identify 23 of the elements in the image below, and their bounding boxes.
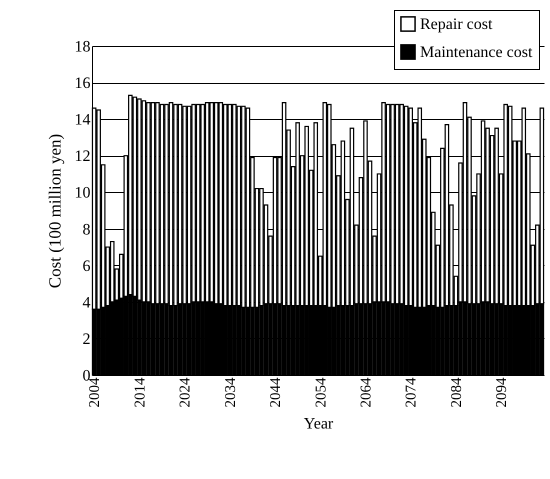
x-tick-label: 2034 — [222, 377, 239, 408]
x-tick-label: 2094 — [494, 377, 510, 408]
y-tick-label: 10 — [74, 184, 90, 202]
y-tick-label: 6 — [82, 258, 90, 275]
y-tick-label: 2 — [82, 330, 90, 348]
x-tick-label: 2064 — [358, 377, 374, 408]
x-tick-label: 2074 — [404, 377, 420, 408]
legend-label: Maintenance cost — [420, 44, 533, 61]
y-axis-title: Cost (100 million yen) — [46, 134, 64, 288]
x-axis-title: Year — [304, 416, 334, 432]
y-tick-label: 18 — [74, 38, 90, 56]
x-tick-label: 2044 — [268, 377, 284, 408]
y-tick-label: 4 — [82, 294, 90, 312]
x-tick-label: 2024 — [178, 377, 194, 408]
x-tick-label: 2084 — [448, 377, 465, 408]
y-tick-label: 8 — [82, 221, 90, 238]
y-tick-label: 16 — [74, 75, 90, 92]
y-tick-label: 14 — [74, 112, 90, 129]
y-tick-label: 12 — [74, 148, 90, 166]
legend-label: Repair cost — [420, 16, 493, 33]
x-tick-label: 2054 — [313, 377, 330, 408]
x-tick-label: 2014 — [132, 377, 148, 408]
y-tick-label: 0 — [82, 368, 90, 384]
